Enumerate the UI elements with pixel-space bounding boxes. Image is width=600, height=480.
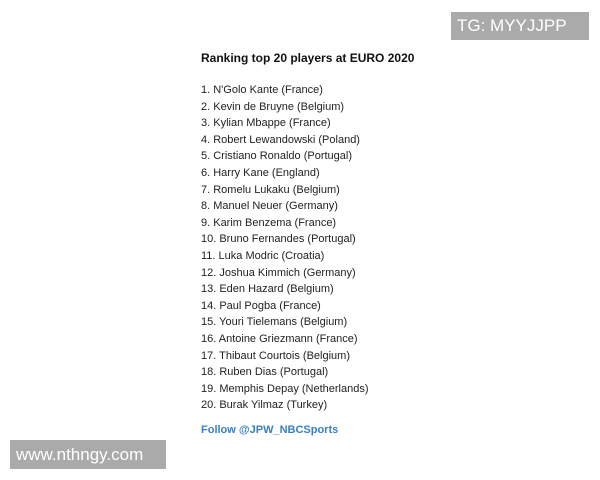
list-item: 4. Robert Lewandowski (Poland) xyxy=(201,133,360,146)
watermark-telegram: TG: MYYJJPP xyxy=(451,12,589,40)
list-item: 11. Luka Modric (Croatia) xyxy=(201,249,325,262)
list-item: 17. Thibaut Courtois (Belgium) xyxy=(201,349,350,362)
list-item: 7. Romelu Lukaku (Belgium) xyxy=(201,183,340,196)
list-item: 10. Bruno Fernandes (Portugal) xyxy=(201,233,356,246)
page-title: Ranking top 20 players at EURO 2020 xyxy=(201,51,415,65)
list-item: 6. Harry Kane (England) xyxy=(201,166,320,179)
list-item: 15. Youri Tielemans (Belgium) xyxy=(201,316,348,329)
list-item: 14. Paul Pogba (France) xyxy=(201,299,321,312)
list-item: 3. Kylian Mbappe (France) xyxy=(201,117,331,130)
list-item: 1. N'Golo Kante (France) xyxy=(201,84,323,96)
player-ranking-list: 1. N'Golo Kante (France) 2. Kevin de Bruy… xyxy=(201,82,369,414)
list-item: 5. Cristiano Ronaldo (Portugal) xyxy=(201,150,353,163)
list-item: 13. Eden Hazard (Belgium) xyxy=(201,283,334,296)
list-item: 2. Kevin de Bruyne (Belgium) xyxy=(201,100,345,113)
list-item: 9. Karim Benzema (France) xyxy=(201,216,337,229)
list-item: 12. Joshua Kimmich (Germany) xyxy=(201,266,356,279)
list-item: 18. Ruben Dias (Portugal) xyxy=(201,366,329,379)
follow-link[interactable]: Follow @JPW_NBCSports xyxy=(201,424,339,436)
list-item: 20. Burak Yilmaz (Turkey) xyxy=(201,399,328,412)
list-item: 8. Manuel Neuer (Germany) xyxy=(201,200,338,213)
watermark-website: www.nthngy.com xyxy=(10,440,166,469)
list-item: 19. Memphis Depay (Netherlands) xyxy=(201,382,369,395)
list-item: 16. Antoine Griezmann (France) xyxy=(201,332,358,345)
